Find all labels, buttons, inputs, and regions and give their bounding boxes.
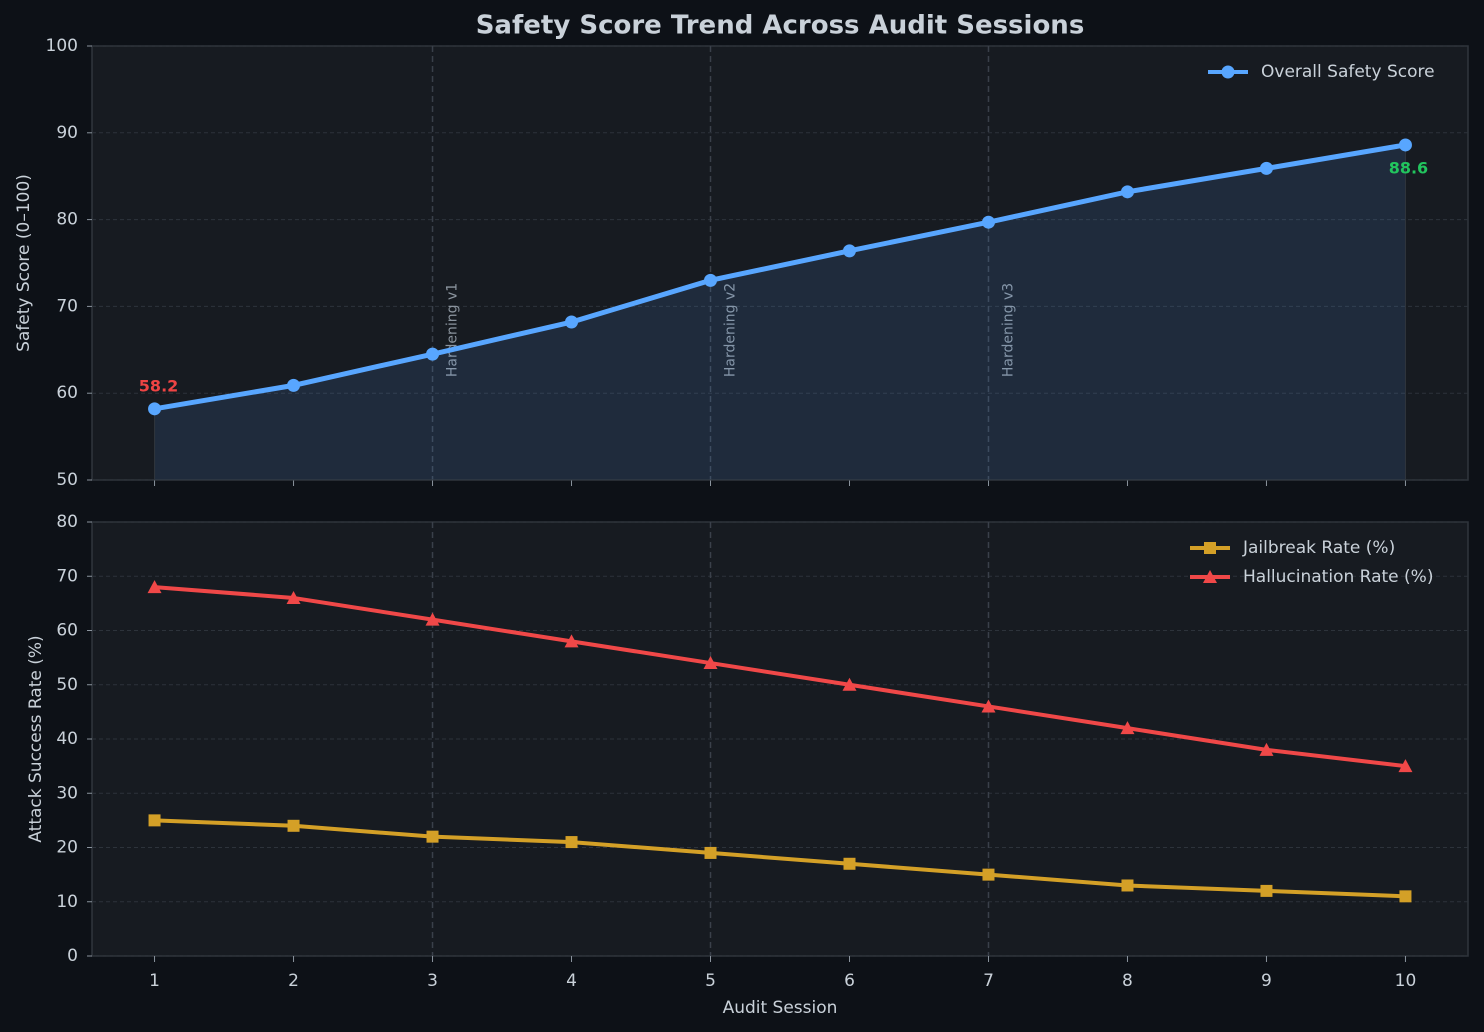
point — [1398, 138, 1412, 152]
x-tick-label: 1 — [149, 971, 160, 991]
point — [982, 868, 995, 881]
x-tick-label: 2 — [288, 971, 299, 991]
point — [842, 244, 856, 258]
line — [154, 818, 1406, 899]
point — [981, 215, 995, 229]
x-tick-label: 5 — [705, 971, 716, 991]
point — [1398, 759, 1413, 773]
point — [1120, 721, 1135, 735]
y-tick-label: 50 — [56, 675, 78, 695]
y-tick-label: 10 — [56, 892, 78, 912]
point — [1260, 884, 1273, 897]
y-tick-label: 50 — [56, 470, 78, 490]
point — [426, 347, 440, 361]
vline-label: Hardening v2 — [723, 283, 739, 377]
data-label: 58.2 — [139, 376, 178, 395]
chart-title: Safety Score Trend Across Audit Sessions — [476, 11, 1085, 41]
y-tick-label: 100 — [46, 36, 78, 56]
point — [981, 699, 996, 713]
point — [148, 402, 162, 416]
line — [154, 585, 1406, 769]
legend-label: Hallucination Rate (%) — [1243, 567, 1433, 587]
point — [287, 378, 301, 392]
y-tick-label: 70 — [56, 296, 78, 316]
x-tick-label: 8 — [1122, 971, 1133, 991]
point — [148, 814, 161, 827]
point — [1259, 161, 1273, 175]
y-tick-label: 60 — [56, 383, 78, 403]
point — [426, 830, 439, 843]
y-axis-label: Attack Success Rate (%) — [26, 635, 46, 842]
legend-marker — [1221, 65, 1235, 79]
point — [1120, 185, 1134, 199]
point — [286, 590, 301, 604]
y-tick-label: 60 — [56, 621, 78, 641]
point — [564, 634, 579, 648]
point — [565, 836, 578, 849]
y-tick-label: 80 — [56, 210, 78, 230]
y-tick-label: 40 — [56, 729, 78, 749]
y-tick-label: 80 — [56, 512, 78, 532]
x-tick-label: 3 — [427, 971, 438, 991]
legend-marker — [1204, 542, 1216, 554]
data-label: 88.6 — [1389, 158, 1428, 177]
legend-marker — [1203, 570, 1217, 583]
x-tick-label: 7 — [983, 971, 994, 991]
point — [565, 315, 579, 329]
x-tick-label: 9 — [1261, 971, 1272, 991]
vline-label: Hardening v3 — [1000, 283, 1016, 377]
legend-label: Overall Safety Score — [1261, 62, 1435, 82]
y-tick-label: 30 — [56, 783, 78, 803]
x-axis-label: Audit Session — [723, 998, 838, 1018]
point — [703, 656, 718, 670]
y-tick-label: 90 — [56, 123, 78, 143]
point — [425, 612, 440, 626]
point — [1259, 742, 1274, 756]
y-tick-label: 70 — [56, 566, 78, 586]
vline-label: Hardening v1 — [445, 283, 461, 377]
point — [1399, 890, 1412, 903]
point — [843, 857, 856, 870]
point — [287, 819, 300, 832]
x-tick-label: 10 — [1395, 971, 1417, 991]
legend-label: Jailbreak Rate (%) — [1242, 538, 1395, 558]
y-tick-label: 0 — [67, 946, 78, 966]
point — [842, 677, 857, 691]
y-axis-label: Safety Score (0–100) — [14, 174, 34, 352]
x-tick-label: 4 — [566, 971, 577, 991]
plot-area — [91, 45, 1469, 481]
point — [147, 580, 162, 594]
point — [1121, 879, 1134, 892]
line — [154, 142, 1406, 412]
x-tick-label: 6 — [844, 971, 855, 991]
y-tick-label: 20 — [56, 838, 78, 858]
point — [704, 846, 717, 859]
point — [704, 273, 718, 287]
